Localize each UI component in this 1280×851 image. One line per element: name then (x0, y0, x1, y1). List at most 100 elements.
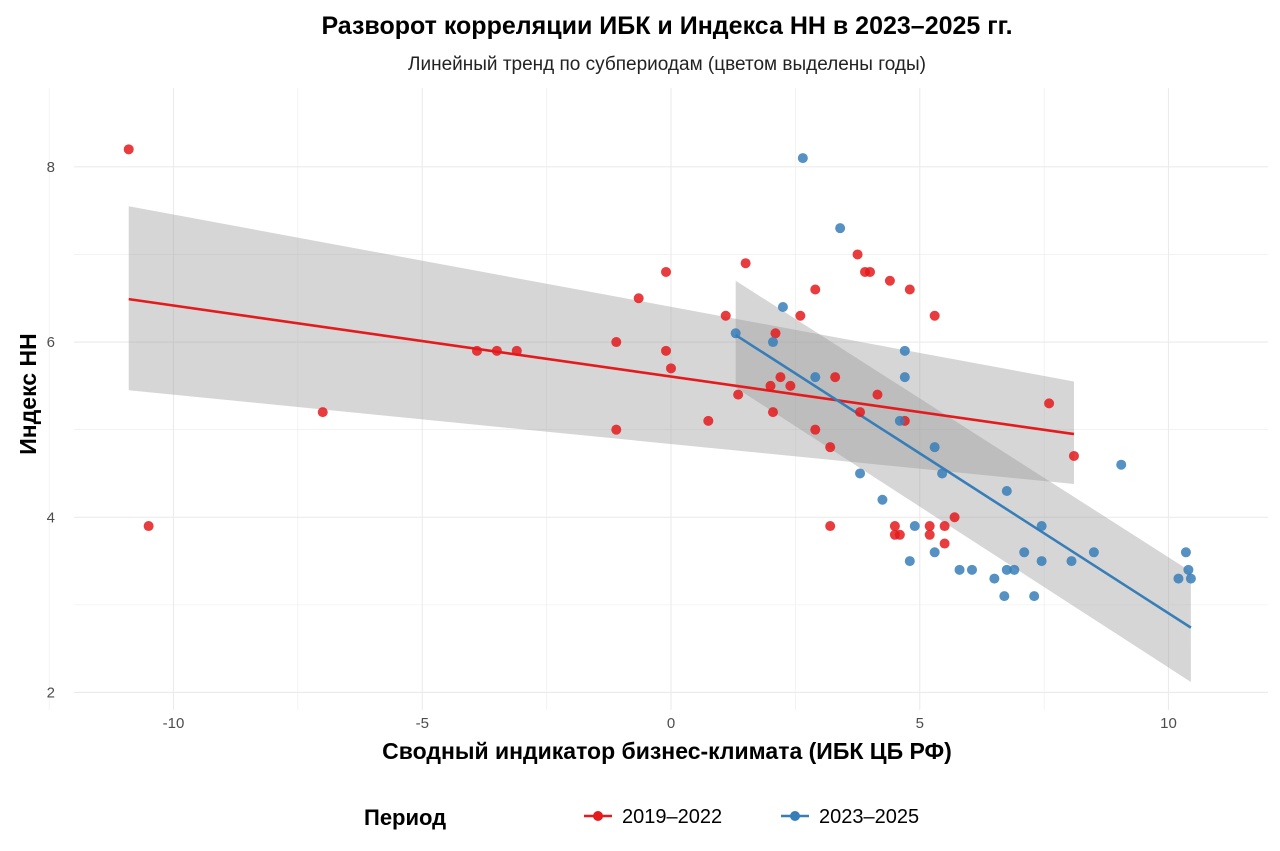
data-point (899, 345, 910, 356)
data-point (999, 591, 1010, 602)
data-point (785, 380, 796, 391)
data-point (830, 372, 841, 383)
data-point (855, 407, 866, 418)
data-point (511, 345, 522, 356)
legend-items: 2019–2022 2023–2025 (584, 806, 919, 828)
data-point (703, 415, 714, 426)
data-point (924, 521, 935, 532)
data-point (777, 302, 788, 313)
data-point (740, 258, 751, 269)
data-point (1036, 521, 1047, 532)
x-axis-title: Сводный индикатор бизнес-климата (ИБК ЦБ… (382, 738, 952, 764)
data-point (1068, 450, 1079, 461)
data-point (924, 529, 935, 540)
data-point (770, 328, 781, 339)
chart-subtitle: Линейный тренд по субпериодам (цветом вы… (408, 54, 926, 75)
data-point (989, 573, 1000, 584)
y-tick-label: 8 (47, 159, 55, 176)
data-point (872, 389, 883, 400)
chart-title: Разворот корреляции ИБК и Индекса НН в 2… (321, 12, 1012, 40)
data-point (909, 521, 920, 532)
data-point (1066, 556, 1077, 567)
data-point (661, 266, 672, 277)
data-point (775, 372, 786, 383)
data-point (491, 345, 502, 356)
trend-lines (128, 297, 1192, 629)
data-point (904, 556, 915, 567)
legend-item: 2019–2022 (584, 806, 722, 828)
data-point (730, 328, 741, 339)
data-point (1180, 547, 1191, 558)
x-axis-ticks: -10 -5 0 5 10 (163, 715, 1177, 732)
data-point (825, 521, 836, 532)
data-point (939, 538, 950, 549)
data-point (1036, 556, 1047, 567)
gridlines (48, 88, 1268, 710)
data-point (865, 266, 875, 277)
data-point (1183, 564, 1194, 575)
x-tick-label: 10 (1160, 715, 1177, 732)
data-point (471, 345, 482, 356)
data-point (767, 337, 778, 348)
data-point (939, 521, 950, 532)
data-point (1185, 573, 1196, 584)
data-point (123, 144, 134, 155)
confidence-bands (128, 206, 1191, 682)
data-point (877, 494, 888, 505)
data-point (810, 372, 821, 383)
data-point (733, 389, 744, 400)
data-point (929, 310, 940, 321)
legend-label: 2023–2025 (819, 806, 919, 828)
data-point (611, 424, 622, 435)
data-point (1044, 398, 1055, 409)
data-point (899, 372, 910, 383)
confidence-band (128, 206, 1074, 484)
x-tick-label: -5 (416, 715, 429, 732)
trend-line (734, 333, 1192, 629)
trend-line (128, 297, 1075, 436)
data-point (835, 223, 846, 234)
data-point (765, 380, 776, 391)
data-point (1019, 547, 1030, 558)
plot-area (48, 88, 1268, 710)
legend-title: Период (364, 805, 446, 830)
data-point (633, 293, 644, 304)
data-point (143, 521, 154, 532)
data-point (929, 547, 940, 558)
data-point (767, 407, 778, 418)
data-point (889, 521, 900, 532)
data-point (1173, 573, 1184, 584)
data-point (852, 249, 863, 260)
x-tick-label: 5 (916, 715, 924, 732)
data-point (661, 345, 672, 356)
data-point (949, 512, 960, 523)
data-point (1116, 459, 1127, 470)
data-point (317, 407, 328, 418)
data-point (1029, 591, 1040, 602)
y-axis-title: Индекс НН (15, 333, 41, 454)
x-tick-label: 0 (667, 715, 675, 732)
y-tick-label: 2 (47, 684, 55, 701)
data-point (810, 424, 821, 435)
data-point (611, 337, 622, 348)
data-points (123, 144, 1196, 602)
data-point (810, 284, 821, 295)
y-axis-ticks: 2 4 6 8 (47, 159, 55, 702)
data-point (894, 529, 905, 540)
legend-label: 2019–2022 (622, 806, 722, 828)
data-point (1001, 564, 1012, 575)
data-point (720, 310, 731, 321)
data-point (884, 275, 895, 286)
y-tick-label: 6 (47, 334, 55, 351)
data-point (966, 564, 977, 575)
data-point (1009, 564, 1020, 575)
data-point (954, 564, 965, 575)
data-point (666, 363, 676, 374)
data-point (795, 310, 806, 321)
data-point (1088, 547, 1099, 558)
legend-key-point (790, 811, 800, 821)
data-point (797, 153, 808, 164)
data-point (825, 442, 836, 453)
x-tick-label: -10 (163, 715, 185, 732)
